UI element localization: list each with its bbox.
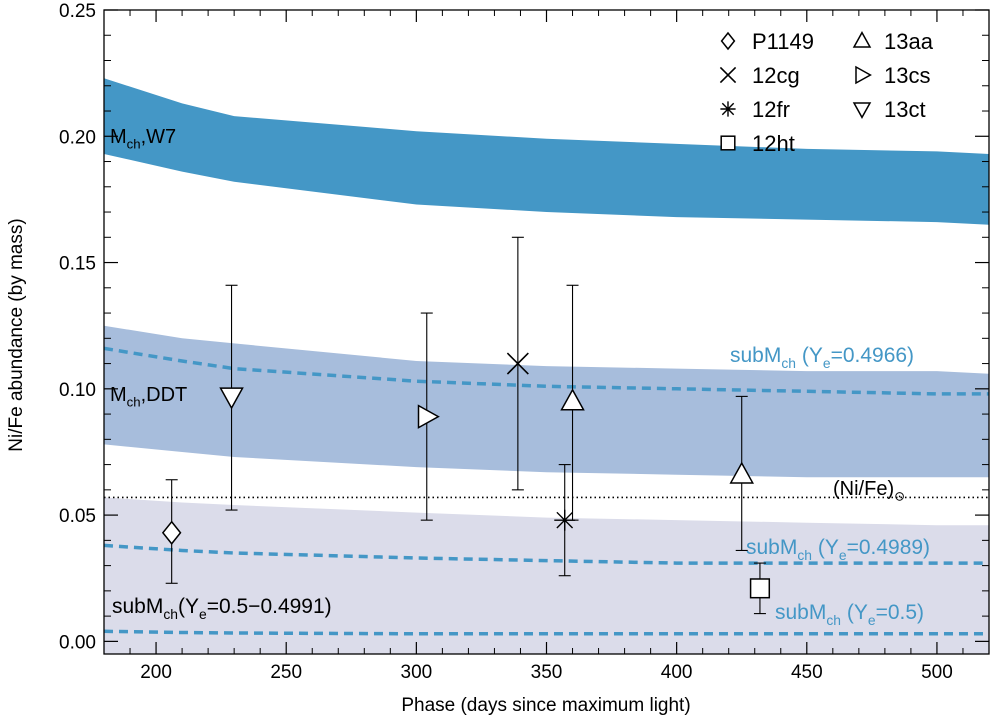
legend: P1149 12cg 12fr 12ht 13aa 13cs 13ct xyxy=(719,29,934,156)
legend-marker-asterisk xyxy=(720,101,736,117)
legend-item-12ht: 12ht xyxy=(720,131,795,156)
legend-item-13cs: 13cs xyxy=(855,63,930,88)
legend-marker-triangle-right xyxy=(855,65,872,85)
annotation-ddt: Mch,DDT xyxy=(110,384,187,410)
legend-label: 13ct xyxy=(884,97,926,122)
marker-square xyxy=(749,578,771,599)
annotation-ye-4989: subMch (Ye=0.4989) xyxy=(746,536,930,563)
point-13ct xyxy=(219,284,244,511)
marker-x xyxy=(506,352,529,375)
y-tick-label: 0.20 xyxy=(59,127,96,148)
x-axis-label: Phase (days since maximum light) xyxy=(401,695,690,716)
x-tick-label: 450 xyxy=(791,662,823,683)
model-bands xyxy=(104,78,989,654)
x-tick-label: 300 xyxy=(401,662,433,683)
point-p1149 xyxy=(161,479,182,584)
marker-triangle-right xyxy=(417,404,440,429)
axes: 200 250 300 350 400 450 500 0.00 0.05 0.10 0.15 0.2… xyxy=(59,1,990,683)
x-tick-label: 250 xyxy=(270,662,302,683)
point-13aa xyxy=(560,284,585,521)
annotation-ye-5: subMch (Ye=0.5) xyxy=(775,601,924,628)
legend-marker-triangle-down xyxy=(852,102,872,119)
y-tick-label: 0.10 xyxy=(59,380,96,401)
band-submch-ye-0-5-0-4991 xyxy=(104,497,989,654)
x-tick-label: 400 xyxy=(661,662,693,683)
band-mch-w7 xyxy=(104,78,989,225)
legend-label: P1149 xyxy=(752,29,814,54)
band-mch-ddt xyxy=(104,325,989,478)
legend-label: 12fr xyxy=(752,97,790,122)
point-13aa xyxy=(729,395,754,552)
annotation-sub-band: subMch(Ye=0.5−0.4991) xyxy=(112,595,332,622)
legend-marker-x xyxy=(719,66,737,84)
legend-label: 13cs xyxy=(884,63,930,88)
legend-marker-diamond xyxy=(720,31,736,51)
y-tick-label: 0.00 xyxy=(59,632,96,653)
y-tick-label: 0.25 xyxy=(59,1,96,22)
legend-item-p1149: P1149 xyxy=(720,29,814,54)
point-12cg xyxy=(506,236,529,491)
line-submch-ye-0-5 xyxy=(104,629,989,636)
legend-label: 12ht xyxy=(752,131,795,156)
x-tick-label: 500 xyxy=(921,662,953,683)
marker-asterisk xyxy=(554,509,576,531)
annotation-solar: (Ni/Fe)⊙ xyxy=(833,478,905,504)
x-tick-label: 350 xyxy=(531,662,563,683)
annotation-ye-4966: subMch (Ye=0.4966) xyxy=(730,344,914,371)
legend-item-12fr: 12fr xyxy=(720,97,790,122)
point-12ht xyxy=(749,562,771,615)
y-axis-label: Ni/Fe abundance (by mass) xyxy=(6,218,27,451)
data-points xyxy=(161,236,771,615)
marker-triangle-down xyxy=(219,387,244,410)
model-lines xyxy=(104,346,989,636)
legend-marker-triangle-up xyxy=(852,31,872,48)
marker-triangle-up xyxy=(560,388,585,411)
annotations: Mch,W7 Mch,DDT subMch(Ye=0.5−0.4991) subMch… xyxy=(110,126,930,628)
legend-label: 12cg xyxy=(752,63,800,88)
line-submch-ye-0-4966 xyxy=(104,346,989,396)
legend-item-12cg: 12cg xyxy=(719,63,800,88)
legend-marker-square xyxy=(720,135,736,151)
line-submch-ye-0-4989 xyxy=(104,543,989,565)
legend-item-13ct: 13ct xyxy=(852,97,926,122)
point-12fr xyxy=(554,464,576,577)
x-tick-label: 200 xyxy=(140,662,172,683)
y-tick-label: 0.05 xyxy=(59,506,96,527)
y-tick-label: 0.15 xyxy=(59,254,96,275)
legend-label: 13aa xyxy=(884,29,934,54)
legend-item-13aa: 13aa xyxy=(852,29,934,54)
marker-diamond xyxy=(161,520,182,545)
marker-triangle-up xyxy=(729,461,754,484)
annotation-w7: Mch,W7 xyxy=(110,126,176,152)
point-13cs xyxy=(417,312,440,521)
